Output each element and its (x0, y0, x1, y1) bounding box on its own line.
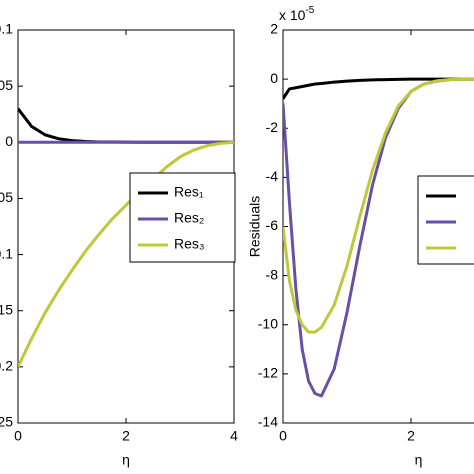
series-line (283, 77, 474, 334)
legend-label: Res₁ (174, 184, 204, 200)
x-tick-label: 2 (407, 428, 415, 444)
y-tick-label: 0.1 (0, 21, 13, 37)
plot-lines (283, 77, 474, 398)
y-tick-label: -8 (266, 266, 279, 282)
plot-lines (18, 107, 234, 368)
y-tick-label: 2 (270, 21, 278, 37)
y-axis-label: Residuals (247, 196, 263, 257)
y-tick-label: -10 (258, 315, 278, 331)
y-tick-label: -0.1 (0, 245, 13, 261)
legend (417, 175, 474, 265)
y-tick-label: 0 (5, 133, 13, 149)
y-tick-label: -4 (266, 168, 279, 184)
y-tick-label: 0 (270, 70, 278, 86)
series-line (18, 140, 234, 368)
x-tick-label: 2 (122, 428, 130, 444)
y-scale-text: x 10-5 (279, 5, 315, 23)
legend-label: Res₂ (174, 210, 204, 226)
y-tick-label: -2 (266, 119, 279, 135)
y-tick-label: -12 (258, 365, 278, 381)
y-tick-label: -0.15 (0, 301, 13, 317)
y-tick-label: -0.05 (0, 189, 13, 205)
y-tick-label: -0.25 (0, 414, 13, 430)
x-tick-label: 0 (279, 428, 287, 444)
legend-label: Res₃ (174, 236, 205, 252)
scale-exponent: -5 (305, 5, 314, 16)
x-tick-label: 0 (14, 428, 22, 444)
scale-base: x 10 (279, 7, 306, 23)
legend: Res₁ Res₂ Res₃ (129, 172, 236, 263)
y-tick-label: -14 (258, 414, 278, 430)
y-tick-label: -6 (266, 217, 279, 233)
legend-box (417, 175, 474, 265)
x-axis-label: η (415, 452, 423, 468)
series-line (283, 77, 474, 100)
y-tick-label: -0.2 (0, 358, 13, 374)
y-tick-label: 0.05 (0, 77, 13, 93)
x-tick-label: 4 (230, 428, 238, 444)
x-axis-label: η (122, 452, 130, 468)
